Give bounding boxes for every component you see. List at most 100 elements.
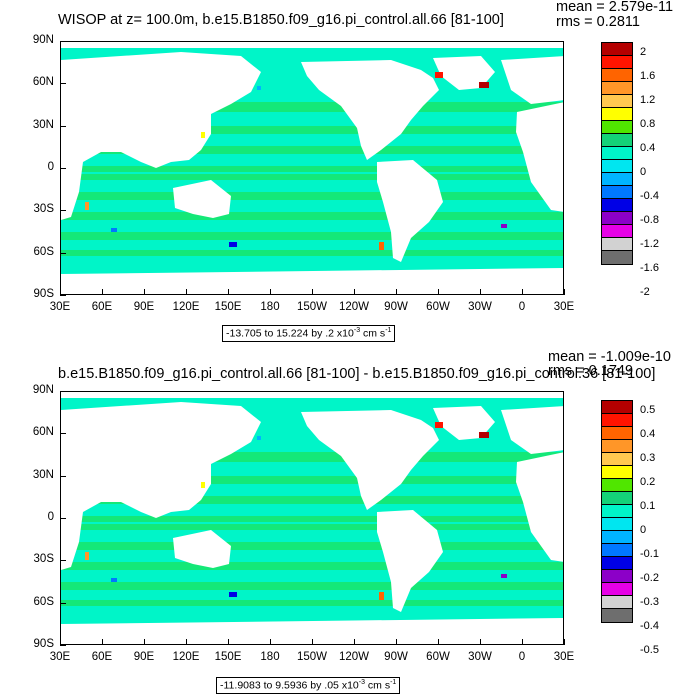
zonal-band — [61, 250, 563, 256]
zonal-band — [61, 524, 563, 530]
land-mass — [61, 402, 261, 570]
colorbar-swatch — [602, 609, 632, 622]
longitude-tick — [270, 289, 271, 295]
land-mass — [173, 180, 231, 218]
colorbar-label: 0 — [640, 166, 647, 178]
colorbar-label: 0.1 — [640, 500, 656, 512]
longitude-tick — [312, 639, 313, 645]
map-title: WISOP at z= 100.0m, b.e15.B1850.f09_g16.… — [58, 12, 504, 28]
map-field — [61, 42, 563, 294]
zonal-band — [61, 212, 563, 220]
land-mass — [516, 452, 563, 562]
colorbar-swatch — [602, 570, 632, 583]
zonal-band — [61, 192, 563, 200]
colorbar-label: 1.6 — [640, 70, 656, 82]
anomaly-spot — [435, 72, 443, 78]
land-mass — [173, 530, 231, 568]
longitude-tick — [564, 639, 565, 645]
colorbar — [601, 42, 633, 265]
colorbar-swatch — [602, 479, 632, 492]
latitude-tick — [60, 391, 66, 392]
longitude-tick-label: 30E — [553, 301, 575, 313]
colorbar-swatch — [602, 583, 632, 596]
map-plot — [60, 391, 564, 645]
longitude-tick-label: 60W — [426, 651, 450, 663]
anomaly-spot — [479, 82, 489, 88]
longitude-tick — [354, 639, 355, 645]
longitude-tick — [102, 639, 103, 645]
longitude-tick — [60, 289, 61, 295]
longitude-tick — [102, 289, 103, 295]
longitude-tick — [144, 289, 145, 295]
longitude-tick-label: 30E — [553, 651, 575, 663]
longitude-tick-label: 30W — [468, 301, 492, 313]
colorbar-label: 1.2 — [640, 94, 656, 106]
longitude-tick — [186, 289, 187, 295]
latitude-tick-label: 60S — [33, 245, 54, 258]
anomaly-spot — [111, 228, 117, 232]
longitude-tick-label: 180 — [260, 651, 280, 663]
colorbar-swatch — [602, 427, 632, 440]
colorbar-swatch — [602, 160, 632, 173]
colorbar-swatch — [602, 56, 632, 69]
land-mass — [433, 406, 495, 440]
colorbar-swatch — [602, 401, 632, 414]
zonal-band — [61, 516, 563, 522]
latitude-tick — [60, 168, 66, 169]
longitude-tick-label: 90E — [133, 301, 155, 313]
latitude-tick — [60, 475, 66, 477]
longitude-tick-label: 90W — [384, 651, 408, 663]
latitude-tick — [60, 252, 66, 254]
land-mass — [433, 56, 495, 90]
latitude-tick-label: 0 — [47, 511, 54, 523]
anomaly-spot — [257, 436, 261, 440]
range-label: -13.705 to 15.224 by .2 x10-3 cm s-1 — [222, 325, 396, 342]
anomaly-spot — [201, 482, 205, 488]
anomaly-spot — [229, 242, 237, 247]
zonal-band — [61, 562, 563, 570]
colorbar-swatch — [602, 69, 632, 82]
latitude-tick — [60, 433, 66, 435]
latitude-tick-label: 90N — [32, 384, 54, 396]
longitude-tick — [480, 639, 481, 645]
longitude-tick — [144, 639, 145, 645]
colorbar-swatch — [602, 596, 632, 609]
longitude-tick-label: 150W — [296, 301, 328, 313]
colorbar-label: 0.5 — [640, 404, 656, 416]
longitude-tick-label: 60E — [91, 301, 113, 313]
rms-stat: rms = 0.2811 — [556, 14, 640, 30]
anomaly-spot — [257, 86, 261, 90]
anomaly-spot — [501, 224, 507, 228]
land-mass — [61, 52, 261, 220]
colorbar-swatch — [602, 544, 632, 557]
latitude-tick — [60, 518, 66, 519]
zonal-band — [61, 582, 563, 590]
longitude-tick-label: 120W — [338, 651, 370, 663]
colorbar-swatch — [602, 95, 632, 108]
colorbar-label: 2 — [640, 46, 647, 58]
colorbar-label: -0.1 — [640, 548, 659, 560]
colorbar-label: -1.6 — [640, 262, 659, 274]
colorbar-swatch — [602, 186, 632, 199]
range-label: -11.9083 to 9.5936 by .05 x10-3 cm s-1 — [216, 677, 401, 694]
longitude-tick-label: 180 — [260, 301, 280, 313]
colorbar-label: 0 — [640, 524, 647, 536]
colorbar-swatch — [602, 43, 632, 56]
longitude-tick-label: 60E — [91, 651, 113, 663]
anomaly-spot — [501, 574, 507, 578]
longitude-tick-label: 150E — [214, 651, 242, 663]
colorbar-swatch — [602, 173, 632, 186]
colorbar-swatch — [602, 121, 632, 134]
longitude-tick-label: 30E — [49, 301, 71, 313]
colorbar-label: 0.4 — [640, 142, 656, 154]
longitude-tick — [564, 289, 565, 295]
longitude-tick-label: 60W — [426, 301, 450, 313]
zonal-band — [61, 452, 563, 462]
longitude-tick-label: 120E — [172, 301, 200, 313]
colorbar-label: 0.2 — [640, 476, 656, 488]
anomaly-spot — [201, 132, 205, 138]
longitude-tick — [312, 289, 313, 295]
colorbar-swatch — [602, 466, 632, 479]
colorbar-swatch — [602, 147, 632, 160]
colorbar-swatch — [602, 238, 632, 251]
